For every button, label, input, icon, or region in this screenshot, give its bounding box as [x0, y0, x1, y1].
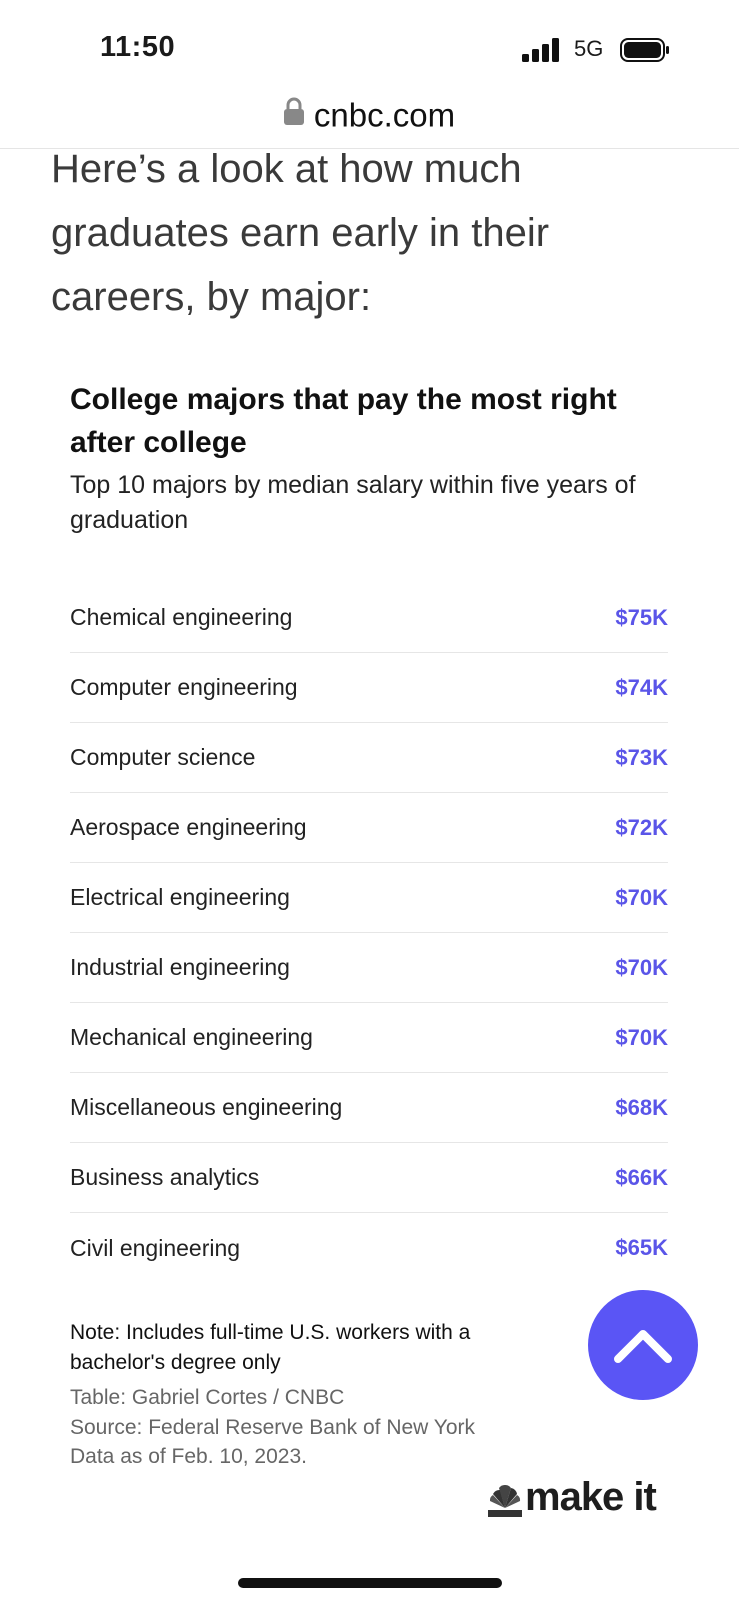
table-row: Business analytics $66K: [70, 1143, 668, 1213]
lock-icon: [283, 97, 304, 126]
major-name: Mechanical engineering: [70, 1024, 313, 1050]
article-intro: Here’s a look at how much graduates earn…: [51, 147, 550, 319]
major-name: Computer science: [70, 744, 256, 770]
table-row: Computer engineering $74K: [70, 653, 668, 723]
status-time: 11:50: [100, 31, 176, 63]
salary-value: $73K: [615, 744, 668, 770]
salary-value: $72K: [615, 814, 668, 840]
address-bar[interactable]: cnbc.com: [0, 88, 739, 149]
salary-value: $74K: [615, 674, 668, 700]
salary-table: Chemical engineering $75K Computer engin…: [70, 583, 668, 1283]
table-note: Note: Includes full-time U.S. workers wi…: [70, 1321, 471, 1374]
salary-value: $75K: [615, 604, 668, 630]
network-type: 5G: [574, 36, 604, 61]
table-row: Chemical engineering $75K: [70, 583, 668, 653]
salary-value: $66K: [615, 1164, 668, 1190]
salary-value: $70K: [615, 884, 668, 910]
chevron-up-icon: [614, 1330, 672, 1363]
back-to-top-button[interactable]: [588, 1290, 698, 1400]
table-credits: Table: Gabriel Cortes / CNBC Source: Fed…: [70, 1383, 490, 1472]
battery-icon: [620, 38, 669, 62]
table-row: Electrical engineering $70K: [70, 863, 668, 933]
home-indicator[interactable]: [238, 1578, 502, 1588]
table-row: Miscellaneous engineering $68K: [70, 1073, 668, 1143]
major-name: Business analytics: [70, 1164, 260, 1190]
credit-source: Source: Federal Reserve Bank of New York: [70, 1415, 476, 1439]
salary-value: $70K: [615, 954, 668, 980]
credit-date: Data as of Feb. 10, 2023.: [70, 1445, 307, 1468]
salary-value: $65K: [615, 1235, 668, 1260]
major-name: Chemical engineering: [70, 604, 293, 630]
table-row: Mechanical engineering $70K: [70, 1003, 668, 1073]
url-display[interactable]: cnbc.com: [0, 94, 739, 134]
major-name: Aerospace engineering: [70, 814, 307, 840]
table-row: Civil engineering $65K: [70, 1213, 668, 1283]
status-bar: 11:50 5G: [0, 0, 739, 96]
brand-text: make it: [525, 1475, 657, 1519]
major-name: Civil engineering: [70, 1234, 241, 1261]
major-name: Industrial engineering: [70, 954, 290, 980]
table-row: Industrial engineering $70K: [70, 933, 668, 1003]
table-subtitle: Top 10 majors by median salary within fi…: [70, 471, 636, 534]
url-text: cnbc.com: [313, 96, 456, 134]
table-row: Aerospace engineering $72K: [70, 793, 668, 863]
cnbc-peacock-icon: [488, 1484, 522, 1517]
table-title: College majors that pay the most right a…: [70, 383, 617, 459]
major-name: Miscellaneous engineering: [70, 1094, 343, 1120]
signal-bars-icon: [522, 38, 559, 62]
credit-table: Table: Gabriel Cortes / CNBC: [70, 1386, 345, 1409]
salary-value: $68K: [615, 1094, 668, 1120]
make-it-logo: make it: [488, 1475, 673, 1524]
major-name: Computer engineering: [70, 674, 298, 700]
table-row: Computer science $73K: [70, 723, 668, 793]
salary-value: $70K: [615, 1024, 668, 1050]
major-name: Electrical engineering: [70, 884, 290, 910]
